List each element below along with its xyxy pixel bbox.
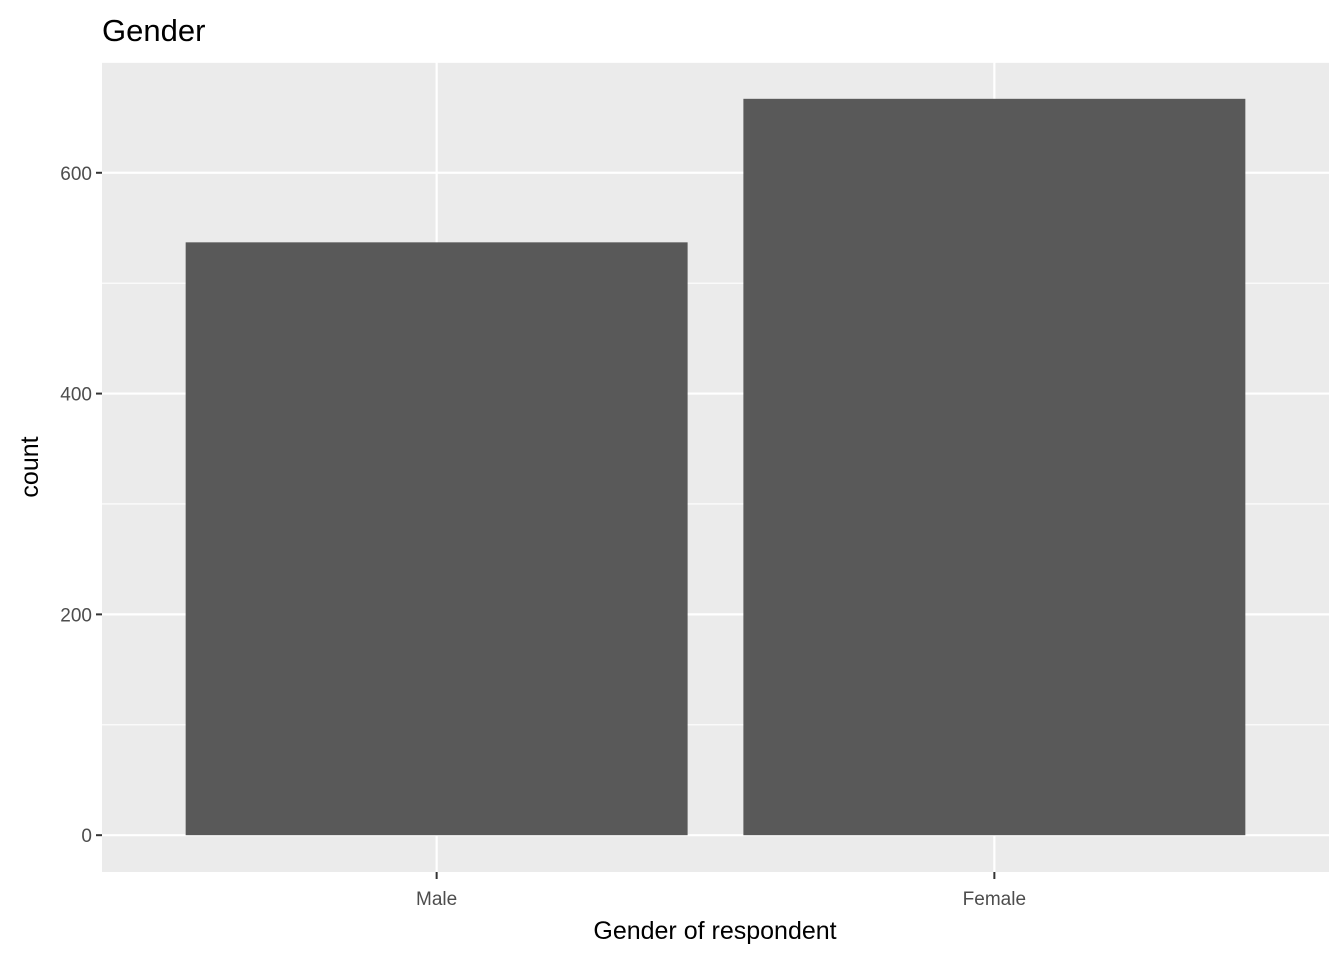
bar-female <box>743 98 1246 836</box>
y-tick-label: 600 <box>60 164 92 185</box>
x-tick-label: Male <box>416 889 457 910</box>
chart-title: Gender <box>102 13 205 48</box>
x-tick-label: Female <box>963 889 1026 910</box>
x-axis: Male Female <box>416 872 1026 910</box>
y-tick-label: 400 <box>60 385 92 406</box>
bars <box>185 98 1246 836</box>
x-axis-label: Gender of respondent <box>593 917 836 945</box>
y-tick-label: 0 <box>81 826 92 847</box>
y-axis: 0 200 400 600 <box>60 164 102 847</box>
bar-male <box>185 242 688 836</box>
y-tick-label: 200 <box>60 605 92 626</box>
y-axis-label: count <box>16 436 44 497</box>
